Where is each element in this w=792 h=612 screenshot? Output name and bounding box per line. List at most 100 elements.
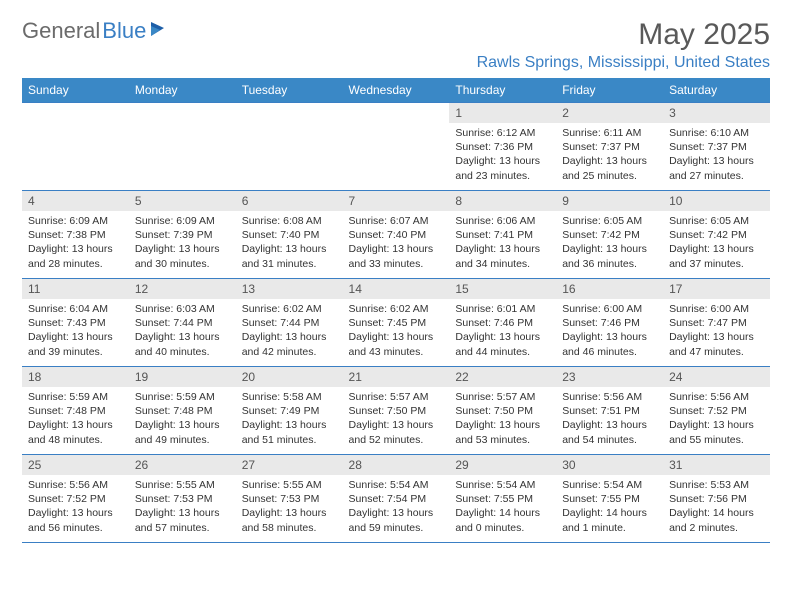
calendar-table: SundayMondayTuesdayWednesdayThursdayFrid… <box>22 78 770 543</box>
day-header-row: SundayMondayTuesdayWednesdayThursdayFrid… <box>22 78 770 103</box>
location-label: Rawls Springs, Mississippi, United State… <box>477 54 770 72</box>
logo-text-2: Blue <box>102 18 146 44</box>
day-number: 30 <box>556 455 663 475</box>
day-detail: Sunrise: 6:11 AMSunset: 7:37 PMDaylight:… <box>556 123 663 187</box>
day-number: 7 <box>343 191 450 211</box>
day-number: 4 <box>22 191 129 211</box>
calendar-cell <box>22 103 129 191</box>
title-block: May 2025 Rawls Springs, Mississippi, Uni… <box>477 18 770 72</box>
day-number: 6 <box>236 191 343 211</box>
day-detail: Sunrise: 6:05 AMSunset: 7:42 PMDaylight:… <box>556 211 663 275</box>
calendar-cell <box>343 103 450 191</box>
day-detail: Sunrise: 5:56 AMSunset: 7:52 PMDaylight:… <box>663 387 770 451</box>
calendar-row: 4Sunrise: 6:09 AMSunset: 7:38 PMDaylight… <box>22 191 770 279</box>
day-number: 28 <box>343 455 450 475</box>
logo-text-1: General <box>22 18 100 44</box>
page-title: May 2025 <box>477 18 770 52</box>
day-detail: Sunrise: 6:12 AMSunset: 7:36 PMDaylight:… <box>449 123 556 187</box>
day-detail: Sunrise: 6:08 AMSunset: 7:40 PMDaylight:… <box>236 211 343 275</box>
day-detail: Sunrise: 5:54 AMSunset: 7:55 PMDaylight:… <box>449 475 556 539</box>
calendar-cell <box>236 103 343 191</box>
flag-icon <box>150 21 170 42</box>
calendar-cell: 1Sunrise: 6:12 AMSunset: 7:36 PMDaylight… <box>449 103 556 191</box>
calendar-cell: 21Sunrise: 5:57 AMSunset: 7:50 PMDayligh… <box>343 367 450 455</box>
calendar-cell: 10Sunrise: 6:05 AMSunset: 7:42 PMDayligh… <box>663 191 770 279</box>
calendar-cell: 24Sunrise: 5:56 AMSunset: 7:52 PMDayligh… <box>663 367 770 455</box>
header: GeneralBlue May 2025 Rawls Springs, Miss… <box>22 18 770 72</box>
day-header: Wednesday <box>343 78 450 103</box>
day-number: 16 <box>556 279 663 299</box>
day-number: 2 <box>556 103 663 123</box>
calendar-cell: 7Sunrise: 6:07 AMSunset: 7:40 PMDaylight… <box>343 191 450 279</box>
day-number: 21 <box>343 367 450 387</box>
day-header: Thursday <box>449 78 556 103</box>
day-detail: Sunrise: 6:09 AMSunset: 7:39 PMDaylight:… <box>129 211 236 275</box>
day-header: Friday <box>556 78 663 103</box>
day-detail: Sunrise: 5:55 AMSunset: 7:53 PMDaylight:… <box>129 475 236 539</box>
calendar-cell: 29Sunrise: 5:54 AMSunset: 7:55 PMDayligh… <box>449 455 556 543</box>
day-detail: Sunrise: 6:09 AMSunset: 7:38 PMDaylight:… <box>22 211 129 275</box>
day-number: 1 <box>449 103 556 123</box>
calendar-cell: 15Sunrise: 6:01 AMSunset: 7:46 PMDayligh… <box>449 279 556 367</box>
calendar-row: 11Sunrise: 6:04 AMSunset: 7:43 PMDayligh… <box>22 279 770 367</box>
day-detail: Sunrise: 5:57 AMSunset: 7:50 PMDaylight:… <box>343 387 450 451</box>
day-number: 9 <box>556 191 663 211</box>
calendar-cell: 4Sunrise: 6:09 AMSunset: 7:38 PMDaylight… <box>22 191 129 279</box>
calendar-cell: 18Sunrise: 5:59 AMSunset: 7:48 PMDayligh… <box>22 367 129 455</box>
calendar-cell: 16Sunrise: 6:00 AMSunset: 7:46 PMDayligh… <box>556 279 663 367</box>
calendar-cell: 5Sunrise: 6:09 AMSunset: 7:39 PMDaylight… <box>129 191 236 279</box>
day-number: 3 <box>663 103 770 123</box>
day-number: 12 <box>129 279 236 299</box>
day-detail: Sunrise: 6:00 AMSunset: 7:46 PMDaylight:… <box>556 299 663 363</box>
calendar-row: 18Sunrise: 5:59 AMSunset: 7:48 PMDayligh… <box>22 367 770 455</box>
calendar-row: 1Sunrise: 6:12 AMSunset: 7:36 PMDaylight… <box>22 103 770 191</box>
day-detail: Sunrise: 6:03 AMSunset: 7:44 PMDaylight:… <box>129 299 236 363</box>
day-detail: Sunrise: 6:00 AMSunset: 7:47 PMDaylight:… <box>663 299 770 363</box>
day-number: 11 <box>22 279 129 299</box>
calendar-cell: 20Sunrise: 5:58 AMSunset: 7:49 PMDayligh… <box>236 367 343 455</box>
day-number: 14 <box>343 279 450 299</box>
calendar-cell: 23Sunrise: 5:56 AMSunset: 7:51 PMDayligh… <box>556 367 663 455</box>
day-detail: Sunrise: 5:53 AMSunset: 7:56 PMDaylight:… <box>663 475 770 539</box>
day-detail: Sunrise: 6:02 AMSunset: 7:45 PMDaylight:… <box>343 299 450 363</box>
calendar-cell: 6Sunrise: 6:08 AMSunset: 7:40 PMDaylight… <box>236 191 343 279</box>
calendar-cell: 19Sunrise: 5:59 AMSunset: 7:48 PMDayligh… <box>129 367 236 455</box>
calendar-cell: 17Sunrise: 6:00 AMSunset: 7:47 PMDayligh… <box>663 279 770 367</box>
day-number: 15 <box>449 279 556 299</box>
day-detail: Sunrise: 6:07 AMSunset: 7:40 PMDaylight:… <box>343 211 450 275</box>
calendar-cell: 22Sunrise: 5:57 AMSunset: 7:50 PMDayligh… <box>449 367 556 455</box>
calendar-row: 25Sunrise: 5:56 AMSunset: 7:52 PMDayligh… <box>22 455 770 543</box>
day-detail: Sunrise: 6:10 AMSunset: 7:37 PMDaylight:… <box>663 123 770 187</box>
day-number: 10 <box>663 191 770 211</box>
calendar-cell: 27Sunrise: 5:55 AMSunset: 7:53 PMDayligh… <box>236 455 343 543</box>
day-detail: Sunrise: 5:58 AMSunset: 7:49 PMDaylight:… <box>236 387 343 451</box>
day-detail: Sunrise: 5:59 AMSunset: 7:48 PMDaylight:… <box>129 387 236 451</box>
calendar-cell: 25Sunrise: 5:56 AMSunset: 7:52 PMDayligh… <box>22 455 129 543</box>
day-detail: Sunrise: 5:59 AMSunset: 7:48 PMDaylight:… <box>22 387 129 451</box>
calendar-cell: 30Sunrise: 5:54 AMSunset: 7:55 PMDayligh… <box>556 455 663 543</box>
day-number: 26 <box>129 455 236 475</box>
day-detail: Sunrise: 5:57 AMSunset: 7:50 PMDaylight:… <box>449 387 556 451</box>
day-detail: Sunrise: 5:56 AMSunset: 7:51 PMDaylight:… <box>556 387 663 451</box>
calendar-cell: 14Sunrise: 6:02 AMSunset: 7:45 PMDayligh… <box>343 279 450 367</box>
day-number: 25 <box>22 455 129 475</box>
day-number: 31 <box>663 455 770 475</box>
calendar-cell: 11Sunrise: 6:04 AMSunset: 7:43 PMDayligh… <box>22 279 129 367</box>
calendar-cell: 26Sunrise: 5:55 AMSunset: 7:53 PMDayligh… <box>129 455 236 543</box>
calendar-cell <box>129 103 236 191</box>
calendar-cell: 8Sunrise: 6:06 AMSunset: 7:41 PMDaylight… <box>449 191 556 279</box>
day-number: 17 <box>663 279 770 299</box>
day-detail: Sunrise: 5:54 AMSunset: 7:54 PMDaylight:… <box>343 475 450 539</box>
day-number: 27 <box>236 455 343 475</box>
day-detail: Sunrise: 6:06 AMSunset: 7:41 PMDaylight:… <box>449 211 556 275</box>
day-header: Monday <box>129 78 236 103</box>
day-detail: Sunrise: 6:02 AMSunset: 7:44 PMDaylight:… <box>236 299 343 363</box>
day-detail: Sunrise: 5:55 AMSunset: 7:53 PMDaylight:… <box>236 475 343 539</box>
calendar-body: 1Sunrise: 6:12 AMSunset: 7:36 PMDaylight… <box>22 103 770 543</box>
day-detail: Sunrise: 5:54 AMSunset: 7:55 PMDaylight:… <box>556 475 663 539</box>
day-detail: Sunrise: 6:05 AMSunset: 7:42 PMDaylight:… <box>663 211 770 275</box>
calendar-cell: 9Sunrise: 6:05 AMSunset: 7:42 PMDaylight… <box>556 191 663 279</box>
day-number: 13 <box>236 279 343 299</box>
calendar-cell: 3Sunrise: 6:10 AMSunset: 7:37 PMDaylight… <box>663 103 770 191</box>
day-number: 29 <box>449 455 556 475</box>
